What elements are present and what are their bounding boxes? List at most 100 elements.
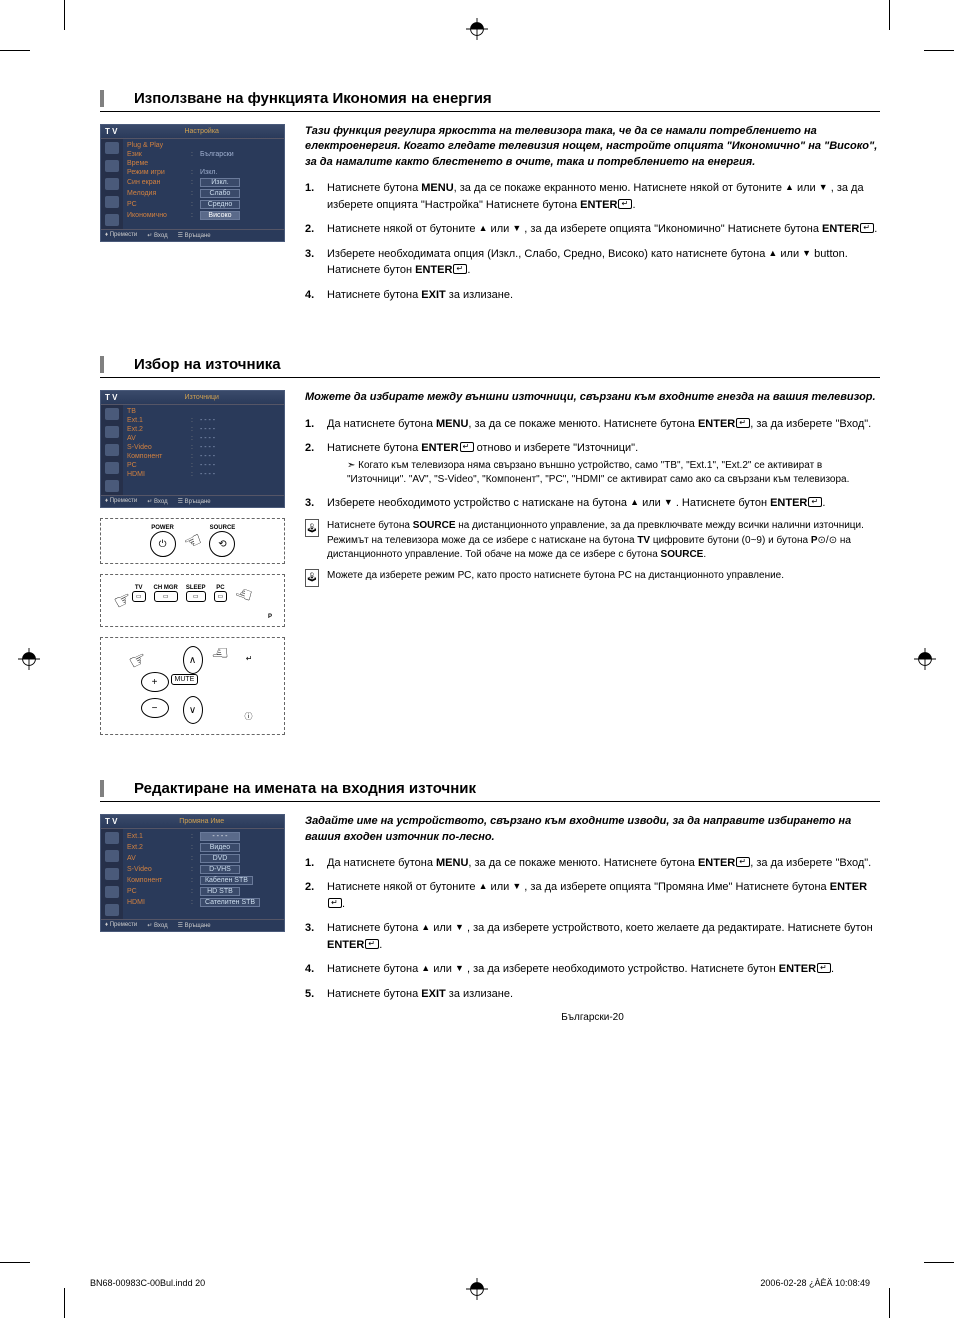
down-arrow-icon: ▼ [819, 182, 828, 192]
remote-diagram-power-source: POWER ⏻ ☜ SOURCE ⟲ [100, 518, 285, 564]
enter-icon [365, 939, 379, 949]
section-source-select: Избор на източника T VИзточници ТВExt.1: [100, 356, 880, 735]
menu-footer: ♦ Премести ↵ Вход ☰ Връщане [101, 919, 284, 931]
hand-pointer-icon: ☞ [124, 646, 151, 676]
menu-row: PC:HD STB [127, 886, 280, 897]
sleep-label: SLEEP [186, 585, 206, 591]
info-small-icon: ⓘ [245, 711, 253, 722]
menu-row: HDMI:- - - - [127, 470, 280, 479]
menu-row: Ext.1:- - - - [127, 831, 280, 842]
down-arrow-icon: ▼ [512, 881, 521, 891]
menu-row: S-Video:- - - - [127, 443, 280, 452]
registration-mark-right [914, 648, 936, 670]
step: Натиснете бутона MENU, за да се покаже е… [305, 180, 880, 213]
enter-icon [453, 264, 467, 274]
section-title: Използване на функцията Икономия на енер… [100, 90, 880, 107]
step: Изберете необходимото устройство с натис… [305, 495, 880, 512]
section-intro: Тази функция регулира яркостта на телеви… [305, 124, 880, 170]
menu-row: Икономично:Високо [127, 210, 280, 221]
chmgr-button-icon: ▭ [154, 591, 178, 602]
crop-mark [64, 1288, 65, 1318]
divider [100, 111, 880, 112]
up-arrow-icon: ▲ [421, 922, 430, 932]
pc-button-icon: ▭ [214, 591, 228, 602]
menu-row: Plug & Play [127, 141, 280, 150]
page-number: Български-20 [305, 1012, 880, 1023]
mute-label: MUTE [171, 674, 199, 685]
step: Натиснете бутона ▲ или ▼ , за да изберет… [305, 920, 880, 953]
menu-title: Източници [123, 394, 280, 401]
footer-file: BN68-00983C-00Bul.indd 20 [90, 1278, 205, 1288]
menu-title: Промяна Име [123, 818, 280, 825]
menu-row: Време [127, 159, 280, 168]
registration-mark-left [18, 648, 40, 670]
foot-enter: Вход [154, 499, 168, 505]
tab-icon [105, 444, 119, 456]
tv-menu-setup: T VНастройка Plug & PlayЕзик:БългарскиВр… [100, 124, 285, 242]
down-arrow-icon: ▼ [512, 223, 521, 233]
note-text: Можете да изберете режим РС, като просто… [327, 569, 784, 587]
up-arrow-icon: ▲ [785, 182, 794, 192]
enter-icon [817, 963, 831, 973]
tab-icon [105, 850, 119, 862]
step: Натиснете бутона EXIT за излизане. [305, 986, 880, 1003]
footer-meta: BN68-00983C-00Bul.indd 20 2006-02-28 ¿ÀÈ… [90, 1278, 870, 1288]
source-button-icon: ⟲ [209, 531, 235, 557]
step: Натиснете бутона ENTER отново и изберете… [305, 440, 880, 487]
menu-row: Ext.2:Видео [127, 842, 280, 853]
menu-row: Ext.2:- - - - [127, 425, 280, 434]
menu-row: Компонент:- - - - [127, 452, 280, 461]
foot-return: Връщане [185, 499, 211, 505]
menu-row: Език:Български [127, 150, 280, 159]
tab-icon [105, 832, 119, 844]
hand-pointer-icon: ☞ [211, 640, 229, 665]
registration-mark-top [466, 18, 488, 40]
chmgr-label: CH MGR [154, 585, 178, 591]
sleep-button-icon: ▭ [186, 591, 206, 602]
step: Да натиснете бутона MENU, за да се покаж… [305, 416, 880, 433]
menu-row: Мелодия:Слабо [127, 188, 280, 199]
up-arrow-icon: ▲ [479, 223, 488, 233]
menu-row: Компонент:Кабелен STB [127, 875, 280, 886]
vol-up-icon: + [141, 672, 169, 692]
foot-move: Премести [110, 922, 138, 928]
down-arrow-icon: ▼ [664, 497, 673, 507]
nav-up-icon: ∧ [183, 646, 203, 674]
remote-note-icon: 🕹 [305, 569, 319, 587]
section-edit-name: Редактиране на имената на входния източн… [100, 780, 880, 1023]
remote-diagram-tv-row: ☞ TV▭ CH MGR▭ SLEEP▭ PC▭ ☞ P [100, 574, 285, 627]
crop-mark [924, 1262, 954, 1263]
menu-row: PC:Средно [127, 199, 280, 210]
tab-icon [105, 426, 119, 438]
enter-icon [736, 418, 750, 428]
foot-enter: Вход [154, 923, 168, 929]
tv-menu-edit-name: T VПромяна Име Ext.1:- - - -Ext.2:ВидеоA… [100, 814, 285, 932]
section-energy-saving: Използване на функцията Икономия на енер… [100, 90, 880, 311]
enter-icon [460, 442, 474, 452]
foot-enter: Вход [154, 233, 168, 239]
tab-icon [105, 886, 119, 898]
tv-menu-sources: T VИзточници ТВExt.1:- - - -Ext.2:- - - … [100, 390, 285, 508]
note: 🕹 Натиснете бутона SOURCE на дистанционн… [305, 519, 880, 563]
nav-down-icon: ∨ [183, 696, 203, 724]
enter-icon [808, 497, 822, 507]
step: Натиснете някой от бутоните ▲ или ▼ , за… [305, 879, 880, 912]
foot-return: Връщане [185, 233, 211, 239]
tab-icon [105, 462, 119, 474]
tv-button-icon: ▭ [132, 591, 146, 602]
up-arrow-icon: ▲ [479, 881, 488, 891]
steps-list: Да натиснете бутона MENU, за да се покаж… [305, 416, 880, 512]
step: Изберете необходимата опция (Изкл., Слаб… [305, 246, 880, 279]
menu-row: AV:DVD [127, 853, 280, 864]
section-intro: Можете да избирате между външни източниц… [305, 390, 880, 405]
tab-icon [105, 868, 119, 880]
menu-row: AV:- - - - [127, 434, 280, 443]
crop-mark [889, 0, 890, 30]
vol-down-icon: − [141, 698, 169, 718]
tab-icon [105, 142, 119, 154]
crop-mark [924, 50, 954, 51]
down-arrow-icon: ▼ [802, 248, 811, 258]
remote-note-icon: 🕹 [305, 519, 319, 537]
menu-row: Син екран:Изкл. [127, 177, 280, 188]
footer-date: 2006-02-28 ¿ÀÈÄ 10:08:49 [760, 1278, 870, 1288]
